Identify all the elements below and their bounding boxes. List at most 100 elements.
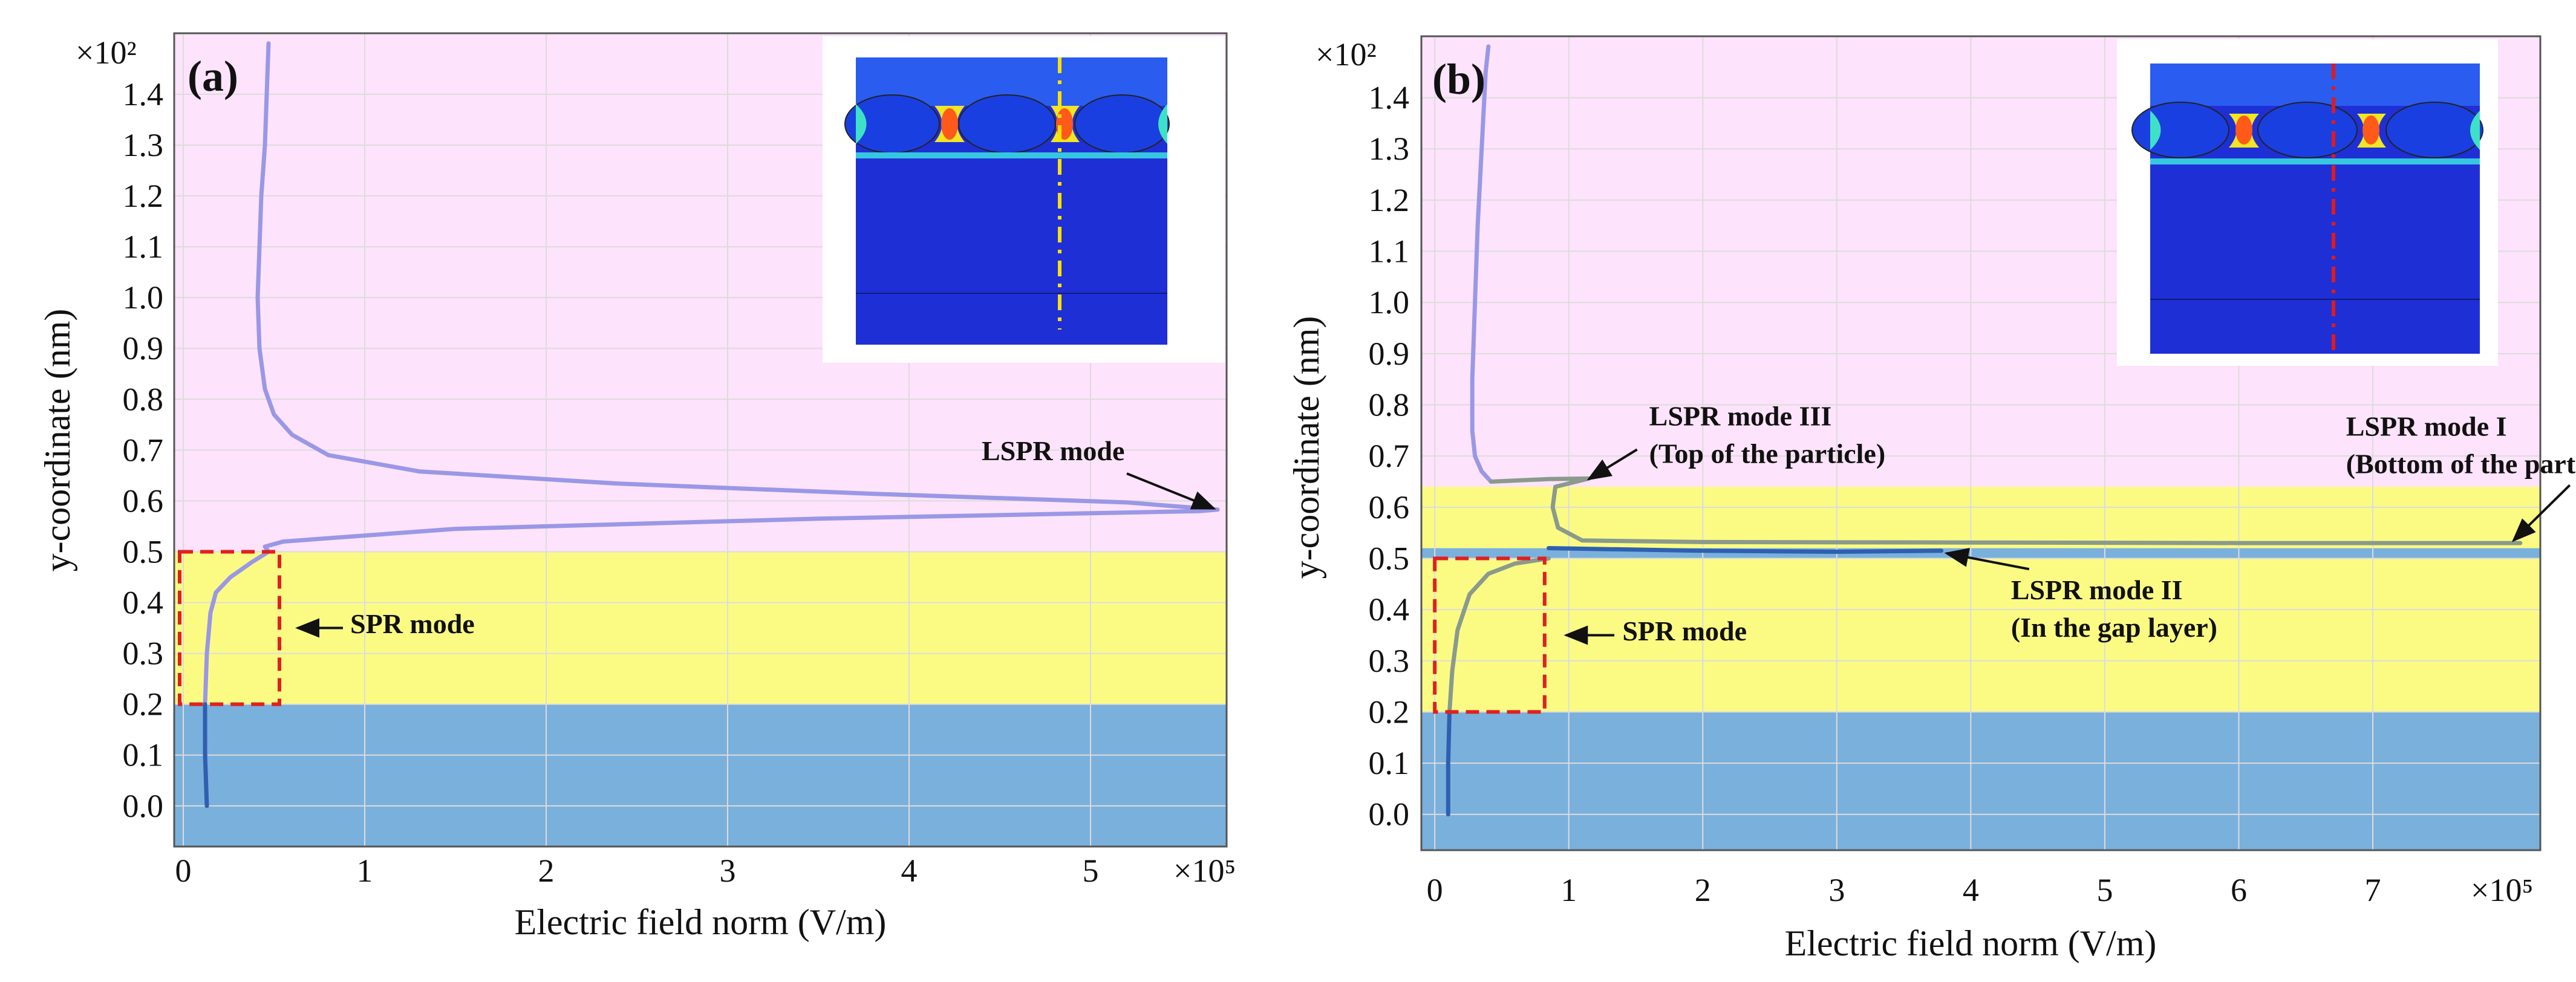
panel-a-y-multiplier: ×10² <box>76 34 137 71</box>
panel-b-curves <box>1446 44 2523 817</box>
y-tick-label: 0.9 <box>1369 336 1410 372</box>
y-tick-label: 0.6 <box>1369 489 1410 525</box>
x-tick-label: 0 <box>175 853 192 889</box>
y-tick-label: 0.8 <box>123 381 164 417</box>
panel-a-x-ticks: 0 1 2 3 4 5 <box>175 853 1099 889</box>
panel-a-curves <box>203 41 1220 808</box>
y-tick-label: 0.2 <box>1369 694 1410 730</box>
panel-b-inset-field-map <box>2117 39 2498 366</box>
panel-a-chart: 0 1 2 3 4 5 0.0 0.1 0.2 0.3 0.4 0.5 0.6 0.7 0.8 0.9 1.0… <box>37 32 1236 942</box>
x-tick-label: 5 <box>2096 872 2113 908</box>
panel-a-x-axis-label: Electric field norm (V/m) <box>515 902 887 942</box>
panel-b-annotations: LSPR mode III (Top of the particle) LSPR m… <box>1564 400 2576 646</box>
annotation-sublabel: (Bottom of the particle) <box>2346 448 2576 479</box>
series-upper-field <box>1470 44 1493 484</box>
x-tick-label: 3 <box>720 853 736 889</box>
annotation-label: SPR mode <box>350 608 475 639</box>
panel-b-inset-gap-band <box>2150 158 2480 164</box>
y-tick-label: 1.3 <box>123 127 164 163</box>
panel-b-inset-particles <box>2131 102 2483 158</box>
y-tick-label: 1.0 <box>123 279 164 316</box>
annotation-sublabel: (In the gap layer) <box>2011 612 2217 643</box>
annotation-arrow <box>2511 484 2571 542</box>
annotation-label: LSPR mode III <box>1649 400 1832 431</box>
panel-b-x-multiplier: ×10⁵ <box>2471 872 2533 908</box>
annotation-label: LSPR mode <box>982 435 1124 466</box>
panel-b-y-multiplier: ×10² <box>1316 36 1377 73</box>
y-tick-label: 1.4 <box>123 76 164 112</box>
panel-a-label: (a) <box>187 52 238 100</box>
panel-a-inset-field-map <box>823 36 1225 363</box>
panel-a-x-multiplier: ×10⁵ <box>1173 853 1236 889</box>
series-substrate-field <box>1446 709 1452 817</box>
region-substrate <box>1421 712 2540 850</box>
panel-a-inset-gap-band <box>856 152 1167 158</box>
y-tick-label: 1.1 <box>1369 233 1410 270</box>
panel-a-spr-dashed-box <box>178 550 281 706</box>
annotation-sublabel: (Top of the particle) <box>1649 438 1886 469</box>
x-tick-label: 5 <box>1083 853 1099 889</box>
y-tick-label: 1.2 <box>123 178 164 214</box>
annotation-arrow <box>1126 472 1216 510</box>
panel-b-spr-dashed-box <box>1433 556 1547 714</box>
x-tick-label: 7 <box>2365 872 2381 908</box>
panel-b-chart: 0 1 2 3 4 5 6 7 0.0 0.1 0.2 0.3 0.4 0.5 0.6 0.7 0.8 0.9 1… <box>1286 35 2576 963</box>
y-tick-label: 0.9 <box>123 330 164 366</box>
y-tick-label: 1.2 <box>1369 182 1410 218</box>
panel-a-annotations: LSPR mode SPR mode <box>295 435 1216 639</box>
panel-b-x-ticks: 0 1 2 3 4 5 6 7 <box>1427 872 2381 908</box>
y-tick-label: 0.3 <box>123 636 164 672</box>
annotation-label: SPR mode <box>1622 616 1747 646</box>
panel-b-x-axis-label: Electric field norm (V/m) <box>1785 923 2157 963</box>
x-tick-label: 4 <box>901 853 918 889</box>
panel-a-y-ticks: 0.0 0.1 0.2 0.3 0.4 0.5 0.6 0.7 0.8 0.9 1.0 1.1 1.2 1… <box>123 76 164 824</box>
x-tick-label: 2 <box>538 853 555 889</box>
panel-b-y-ticks: 0.0 0.1 0.2 0.3 0.4 0.5 0.6 0.7 0.8 0.9 1.0 1.1 1.2 1… <box>1369 80 1410 833</box>
series-gap-field <box>1547 546 1944 554</box>
panel-a-y-axis-label: y-coordinate (nm) <box>37 309 77 572</box>
y-tick-label: 0.5 <box>1369 540 1410 576</box>
annotation-label: LSPR mode II <box>2011 574 2183 605</box>
y-tick-label: 0.1 <box>1369 745 1410 781</box>
y-tick-label: 1.0 <box>1369 284 1410 320</box>
x-tick-label: 2 <box>1695 872 1711 908</box>
series-film-field <box>1447 556 1551 714</box>
series-particle-field <box>1489 476 2523 545</box>
y-tick-label: 1.3 <box>1369 131 1410 167</box>
panel-b-plot-frame <box>1420 35 2542 851</box>
y-tick-label: 0.0 <box>123 788 164 824</box>
panel-a-inset-particles <box>844 94 1170 154</box>
y-tick-label: 0.4 <box>1369 591 1410 628</box>
spr-region-box <box>178 550 281 706</box>
x-tick-label: 1 <box>357 853 373 889</box>
y-tick-label: 0.2 <box>123 686 164 723</box>
panel-b-grid <box>1421 36 2540 850</box>
y-tick-label: 0.7 <box>1369 438 1410 474</box>
annotation-arrow <box>1586 448 1638 481</box>
spr-region-box <box>1433 556 1547 714</box>
panel-b-y-axis-label: y-coordinate (nm) <box>1286 316 1326 579</box>
region-metal-film <box>174 551 1227 704</box>
x-tick-label: 0 <box>1427 872 1443 908</box>
panel-a-plot-frame <box>173 32 1228 848</box>
x-tick-label: 3 <box>1828 872 1845 908</box>
y-tick-label: 0.1 <box>123 737 164 773</box>
y-tick-label: 0.6 <box>123 483 164 519</box>
y-tick-label: 0.7 <box>123 432 164 468</box>
annotation-label: LSPR mode I <box>2346 411 2507 441</box>
y-tick-label: 0.0 <box>1369 796 1410 833</box>
annotation-arrow <box>1944 548 2030 571</box>
region-substrate <box>174 704 1227 847</box>
region-particle-band <box>1421 486 2540 548</box>
y-tick-label: 0.8 <box>1369 387 1410 423</box>
y-tick-label: 1.1 <box>123 229 164 265</box>
x-tick-label: 6 <box>2231 872 2247 908</box>
panel-b-label: (b) <box>1432 55 1485 103</box>
series-field-norm <box>203 41 1220 808</box>
y-tick-label: 0.3 <box>1369 643 1410 679</box>
y-tick-label: 0.5 <box>123 533 164 570</box>
y-tick-label: 0.4 <box>123 585 164 621</box>
series-substrate-field <box>203 702 209 808</box>
y-tick-label: 1.4 <box>1369 80 1410 116</box>
